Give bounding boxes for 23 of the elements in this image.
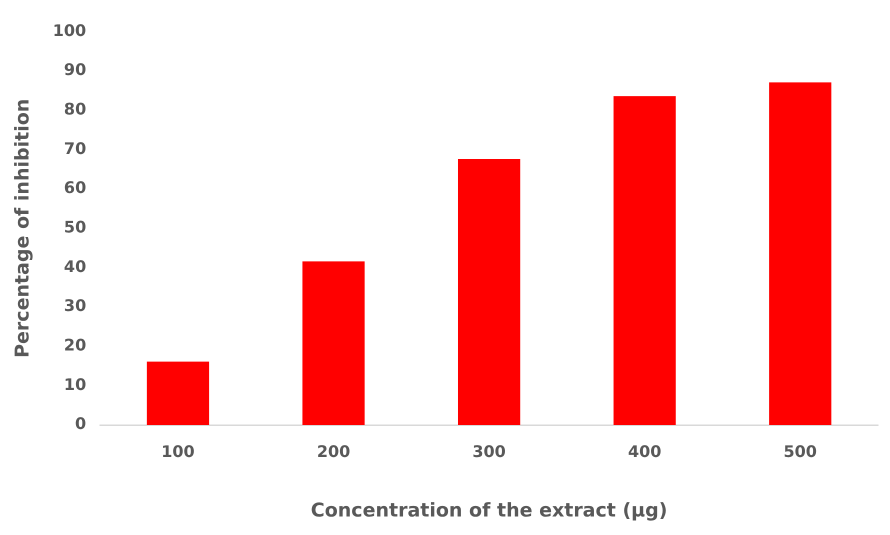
y-tick-label: 30 [64, 296, 86, 316]
y-tick-label: 10 [64, 374, 86, 394]
y-axis-title: Percentage of inhibition [11, 98, 34, 358]
x-tick-label: 100 [161, 442, 195, 461]
y-tick-label: 70 [64, 138, 86, 158]
y-tick-label: 0 [75, 414, 86, 434]
bar [302, 261, 365, 425]
y-tick-label: 90 [64, 60, 86, 80]
y-tick-label: 50 [64, 217, 86, 236]
bar [614, 96, 676, 425]
y-tick-label: 80 [64, 99, 86, 118]
x-tick-label: 400 [628, 442, 662, 461]
x-axis-title: Concentration of the extract (µg) [310, 500, 668, 522]
bar [146, 362, 210, 425]
y-tick-label: 60 [64, 178, 86, 198]
bar [458, 159, 520, 425]
y-tick-label: 20 [64, 335, 86, 354]
x-tick-label: 200 [316, 442, 350, 461]
y-tick-label: 100 [52, 20, 86, 40]
x-tick-label: 300 [472, 442, 506, 461]
x-tick-label: 500 [784, 442, 817, 461]
bar [769, 82, 832, 425]
y-tick-label: 40 [64, 256, 86, 276]
